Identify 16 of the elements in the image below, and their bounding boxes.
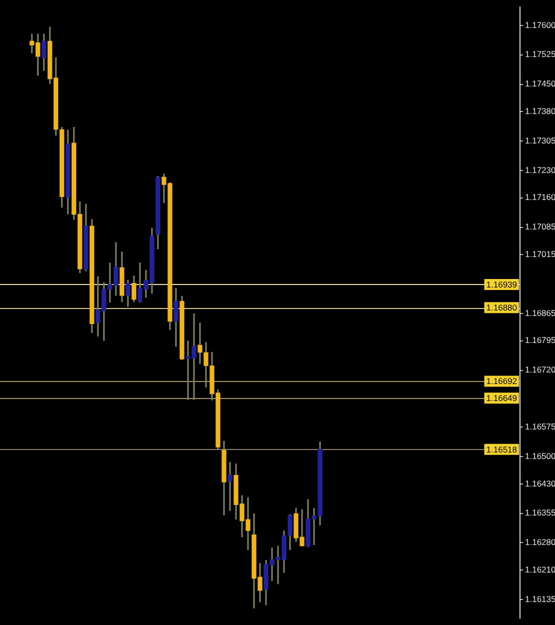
- candlestick: [198, 322, 202, 364]
- y-tick-label: 1.17085: [525, 222, 555, 232]
- y-tick-label: 1.16865: [525, 308, 555, 318]
- y-tick-label: 1.17305: [525, 135, 555, 146]
- y-tick-label: 1.16135: [525, 594, 555, 604]
- ref-line-label: 1.16939: [486, 279, 518, 290]
- ref-line-label: 1.16649: [486, 392, 518, 403]
- y-tick-label: 1.16355: [525, 508, 555, 518]
- ref-line-label: 1.16518: [486, 444, 518, 454]
- y-tick-label: 1.16795: [525, 335, 555, 346]
- y-tick-label: 1.17525: [525, 49, 555, 60]
- y-tick-label: 1.16575: [525, 421, 555, 432]
- ref-line-label: 1.16880: [486, 302, 518, 312]
- ref-line-label: 1.16692: [486, 376, 518, 386]
- y-tick-label: 1.17015: [525, 249, 555, 260]
- candlestick: [228, 462, 232, 511]
